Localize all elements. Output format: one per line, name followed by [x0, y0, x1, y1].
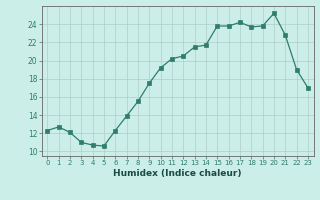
X-axis label: Humidex (Indice chaleur): Humidex (Indice chaleur)	[113, 169, 242, 178]
